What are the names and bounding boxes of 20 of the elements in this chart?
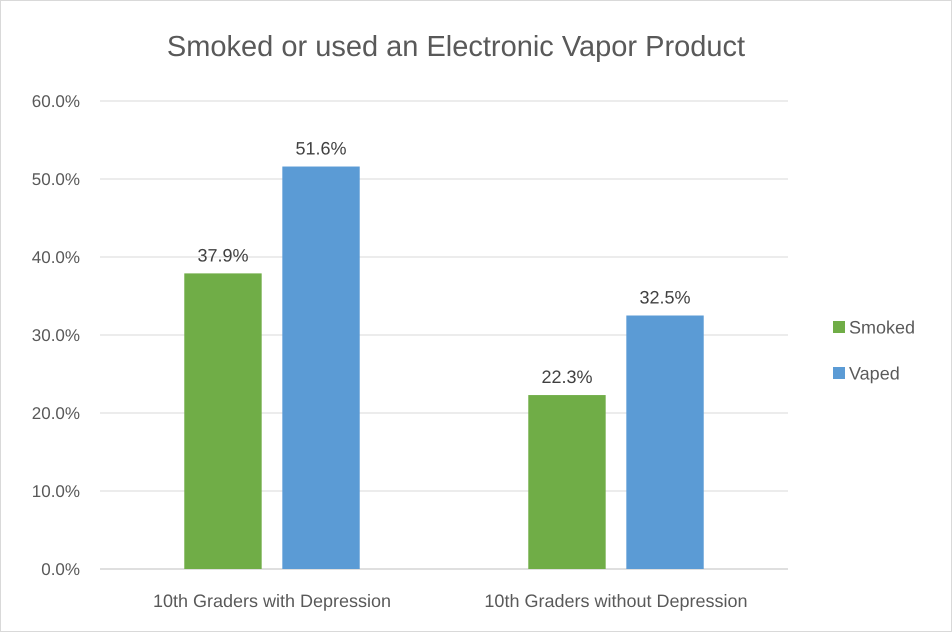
x-tick-label: 10th Graders with Depression xyxy=(152,591,392,611)
y-tick-label: 20.0% xyxy=(32,404,80,423)
data-label: 51.6% xyxy=(295,138,347,159)
bar xyxy=(626,316,704,569)
bar xyxy=(184,273,262,569)
data-label: 32.5% xyxy=(639,288,691,308)
y-tick-label: 50.0% xyxy=(32,170,80,189)
bar xyxy=(282,166,360,569)
legend-label: Vaped xyxy=(849,363,900,384)
legend-label: Smoked xyxy=(849,317,916,338)
y-tick-label: 0.0% xyxy=(41,560,80,579)
data-label: 37.9% xyxy=(197,245,249,266)
bar xyxy=(528,395,606,569)
y-tick-label: 60.0% xyxy=(32,92,80,111)
y-tick-label: 40.0% xyxy=(32,248,80,267)
chart-title: Smoked or used an Electronic Vapor Product xyxy=(166,31,746,63)
data-label: 22.3% xyxy=(541,367,593,388)
y-tick-label: 10.0% xyxy=(32,482,80,501)
y-tick-label: 30.0% xyxy=(32,326,80,345)
x-tick-label: 10th Graders without Depression xyxy=(484,591,748,611)
